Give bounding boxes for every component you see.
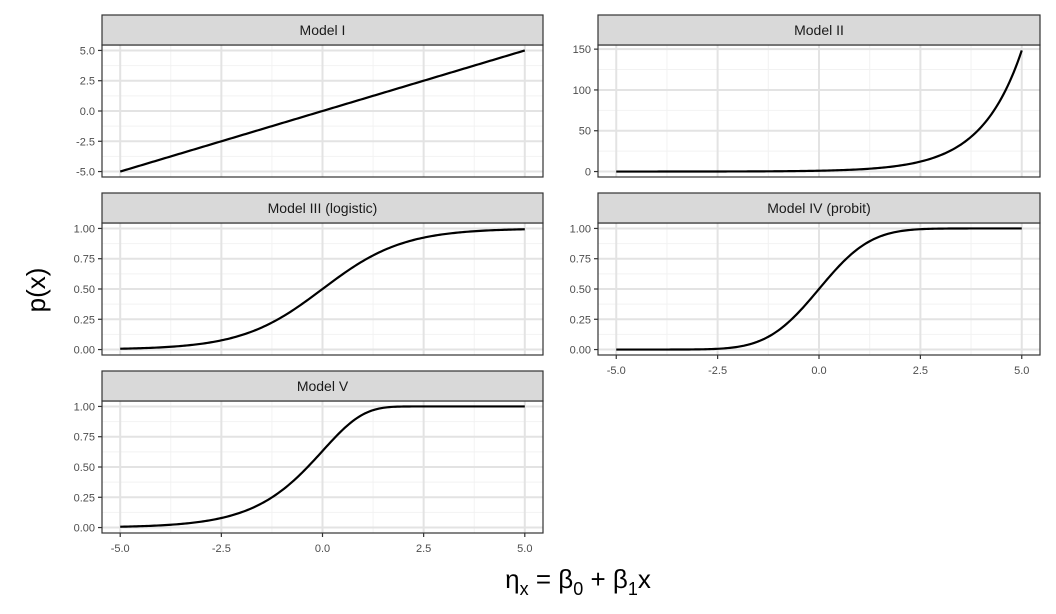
facet-strip (101, 192, 544, 224)
facet-strip-label: Model V (297, 378, 349, 394)
facet-strip-label: Model III (logistic) (268, 200, 378, 216)
y-tick-label: 0.25 (570, 314, 591, 326)
series-line (119, 49, 526, 173)
y-tick-label: 0.25 (74, 314, 95, 326)
y-tick-label: 50 (579, 126, 591, 138)
facet-strip-label: Model II (794, 22, 844, 38)
panels-layer: Model I -5.0 -2.5 0.0 2.5 5.0 Model II 0 50 100 15… (74, 14, 1041, 555)
x-tick-label: 0.0 (315, 543, 330, 555)
y-tick-label: 0.50 (570, 284, 591, 296)
y-tick-label: 0 (585, 167, 591, 179)
y-tick-label: 2.5 (80, 76, 95, 88)
series-line (616, 227, 1022, 351)
x-tick-label: 2.5 (913, 365, 928, 377)
x-tick-label: -2.5 (212, 543, 231, 555)
x-tick-label: 5.0 (517, 543, 532, 555)
facet-strip (597, 192, 1041, 224)
y-axis-label: p(x) (21, 268, 51, 313)
panel-5: Model V 0.00 0.25 0.50 0.75 1.00 -5.0 -2.5 0.0 2.… (74, 370, 544, 555)
x-tick-label: 2.5 (416, 543, 431, 555)
y-tick-label: 1.00 (74, 223, 95, 235)
facet-strip (101, 14, 544, 46)
x-tick-label: 0.0 (811, 365, 826, 377)
facet-strip-label: Model IV (probit) (767, 200, 870, 216)
panel-1: Model I -5.0 -2.5 0.0 2.5 5.0 (76, 14, 544, 179)
y-tick-label: 1.00 (570, 223, 591, 235)
x-tick-label: -2.5 (708, 365, 727, 377)
series-line (120, 405, 525, 528)
facet-strip (597, 14, 1041, 46)
panel-3: Model III (logistic) 0.00 0.25 0.50 0.75 1.00 (74, 192, 544, 357)
y-tick-label: -5.0 (76, 167, 95, 179)
y-tick-label: 100 (573, 85, 591, 97)
y-tick-label: 0.75 (74, 254, 95, 266)
y-tick-label: 0.75 (74, 432, 95, 444)
y-tick-label: 150 (573, 44, 591, 56)
y-tick-label: 0.50 (74, 284, 95, 296)
facet-strip (101, 370, 544, 402)
y-tick-label: 0.00 (570, 345, 591, 357)
y-tick-label: 5.0 (80, 45, 95, 57)
x-tick-label: -5.0 (111, 543, 130, 555)
x-axis-label-text: ηx = β0 + β1x (505, 564, 651, 599)
y-tick-label: 0.75 (570, 254, 591, 266)
panel-2: Model II 0 50 100 150 (573, 14, 1041, 179)
y-tick-label: 0.00 (74, 345, 95, 357)
facet-strip-label: Model I (300, 22, 346, 38)
series-line (616, 50, 1023, 173)
x-tick-label: -5.0 (607, 365, 626, 377)
x-tick-label: 5.0 (1014, 365, 1029, 377)
y-tick-label: -2.5 (76, 136, 95, 148)
panel-4: Model IV (probit) 0.00 0.25 0.50 0.75 1.00 -5.… (570, 192, 1041, 377)
y-tick-label: 0.0 (80, 106, 95, 118)
y-tick-label: 0.00 (74, 523, 95, 535)
y-tick-label: 0.25 (74, 492, 95, 504)
x-axis-label: ηx = β0 + β1x (505, 564, 651, 599)
y-tick-label: 0.50 (74, 462, 95, 474)
series-line (120, 228, 525, 350)
y-tick-label: 1.00 (74, 401, 95, 413)
